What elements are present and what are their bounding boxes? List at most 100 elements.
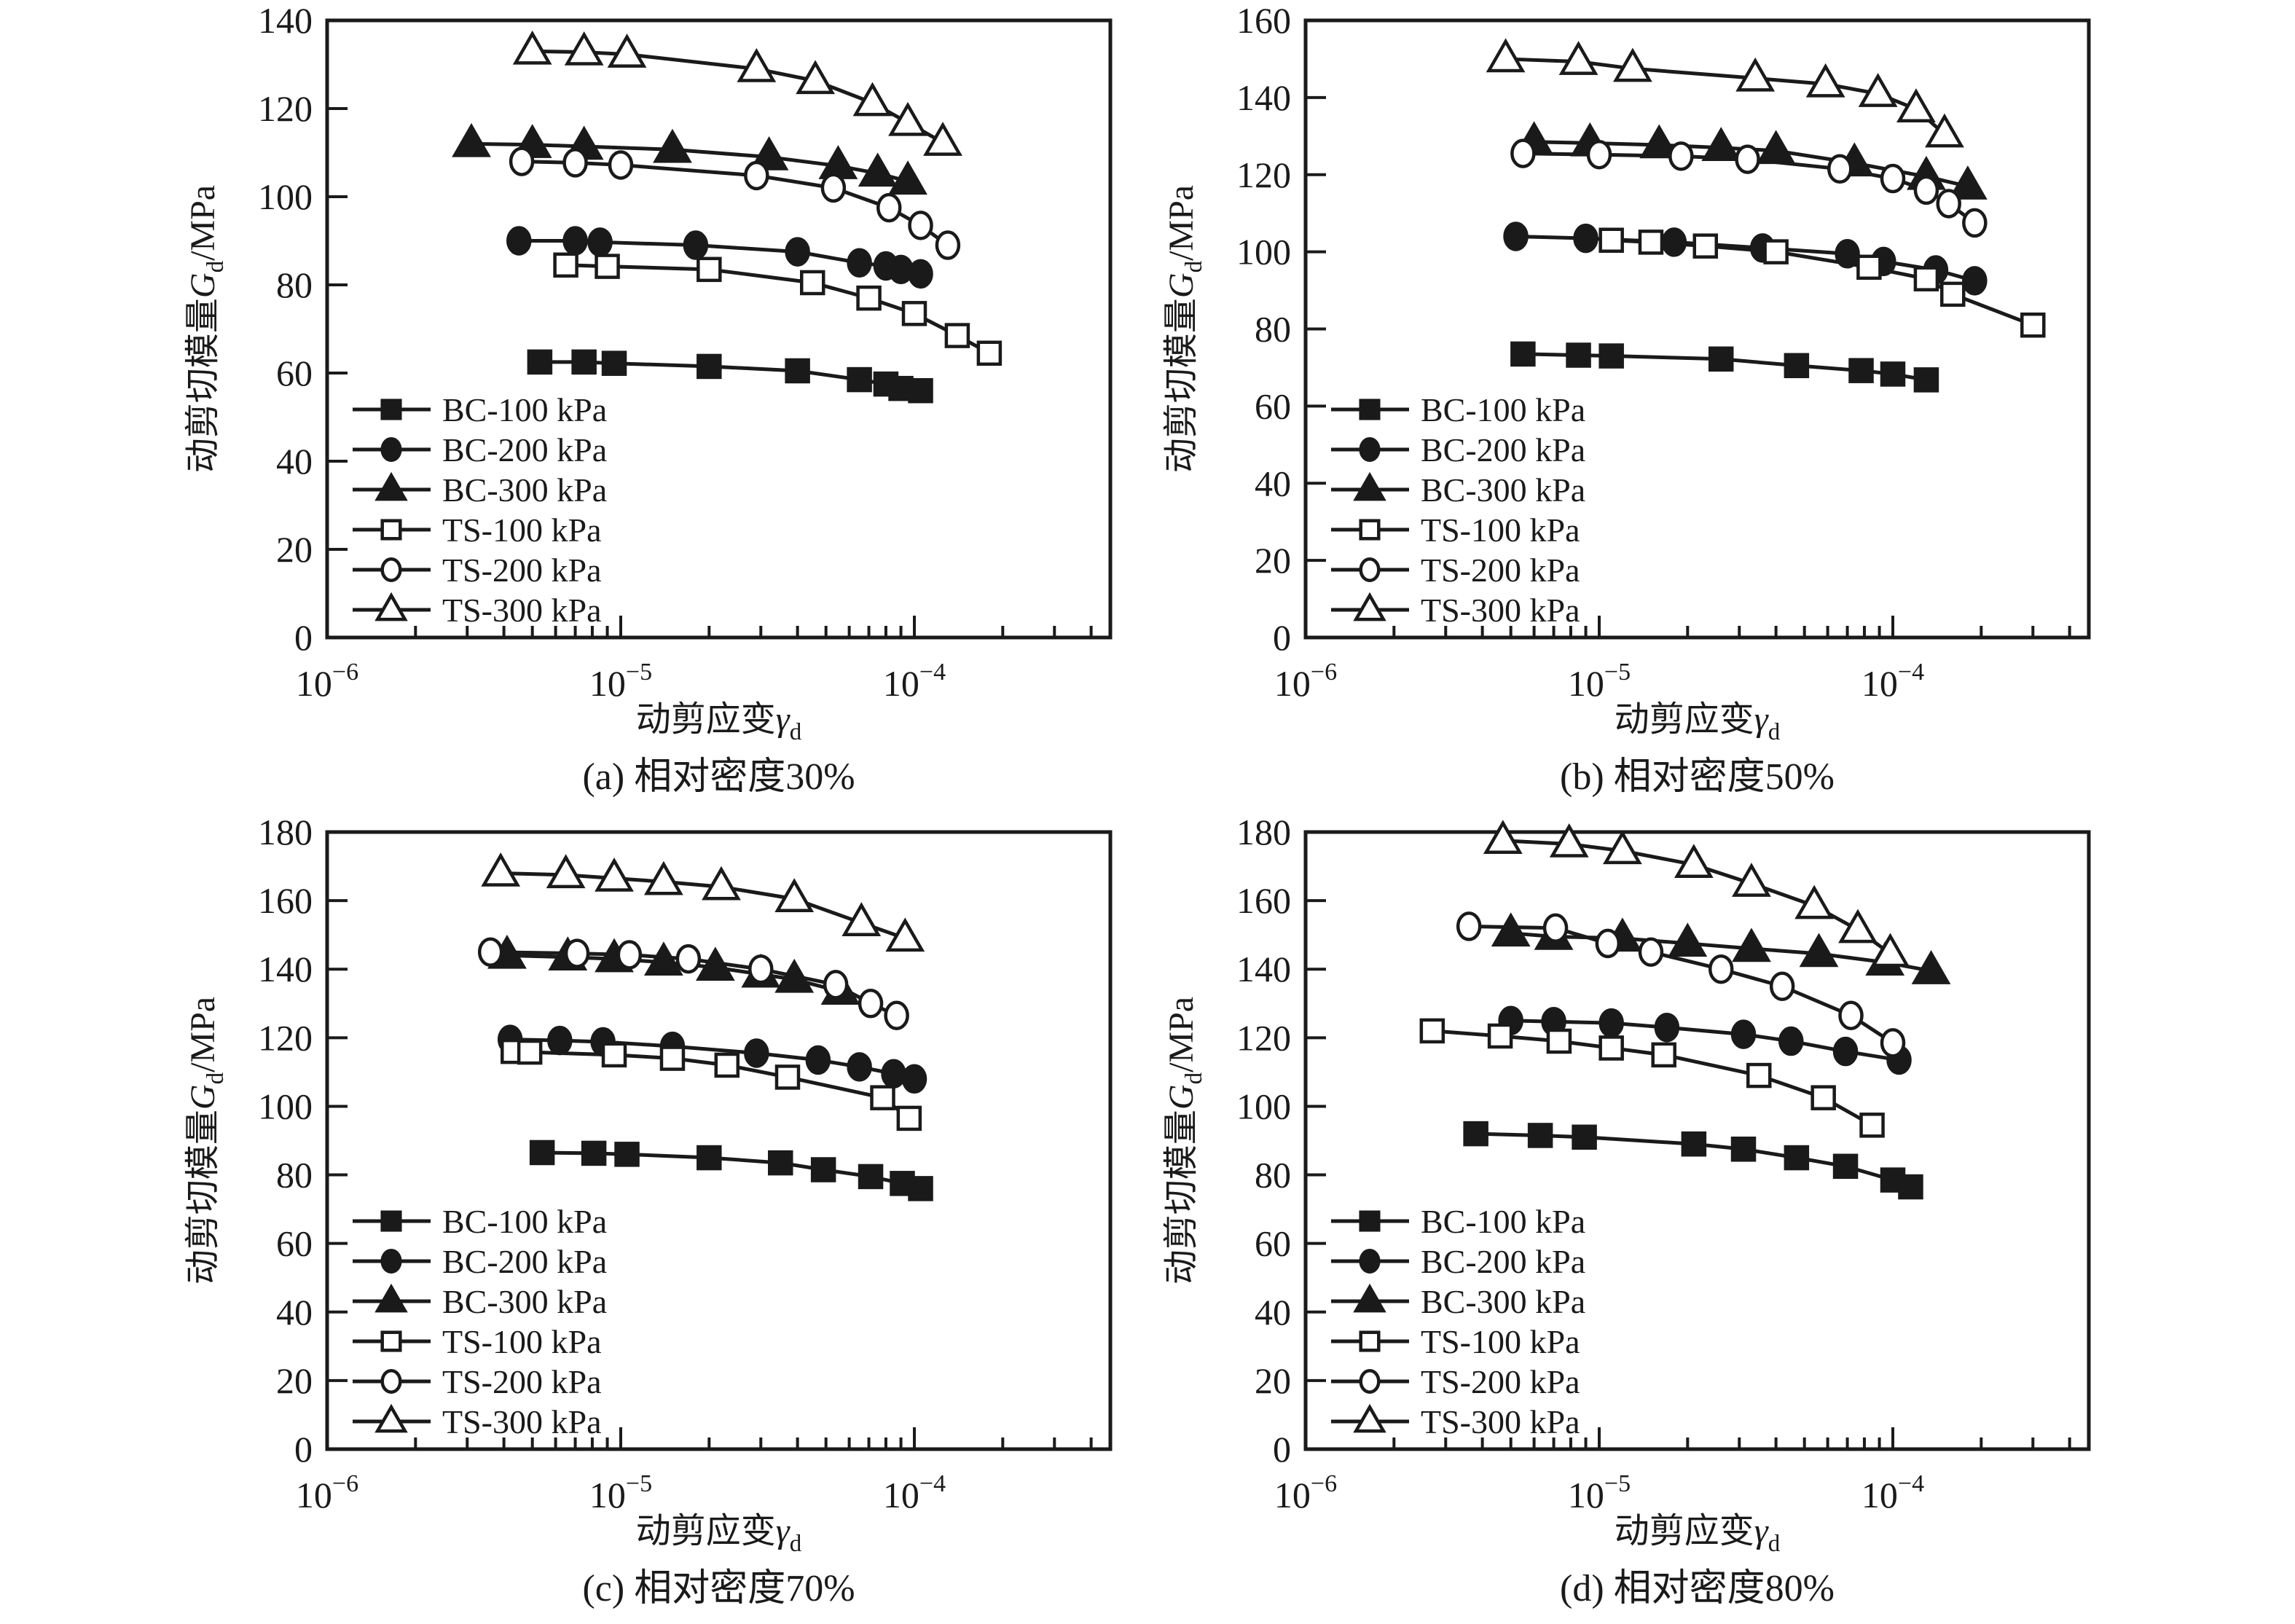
series-BC-100-kPa <box>1463 1121 1923 1200</box>
panel-caption: (b) 相对密度50% <box>1560 756 1835 798</box>
y-tick-label: 60 <box>276 353 313 393</box>
series-TS-300-kPa <box>512 30 962 156</box>
legend-item: BC-300 kPa <box>1331 1283 1585 1320</box>
legend-marker-triangle-filled <box>374 471 408 501</box>
legend-marker-triangle-open <box>374 1403 408 1433</box>
marker-circle-open <box>1668 141 1694 171</box>
panel-c-relative-density-70: 0 20 40 60 80 100 120 140 160 180 10−6 10−5 10−4 动剪应变… <box>0 812 1148 1624</box>
x-axis-title: 动剪应变γd <box>1615 1512 1781 1557</box>
plot-frame <box>325 830 1113 1451</box>
series-BC-100-kPa <box>527 349 933 404</box>
legend-item: TS-300 kPa <box>1331 592 1580 629</box>
marker-triangle-open <box>1896 88 1936 123</box>
legend-marker-circle-filled <box>380 1248 402 1274</box>
chart-a: 0 20 40 60 80 100 120 140 10−6 10−5 10−4 动剪应变γd (a) … <box>184 0 1113 798</box>
series-TS-300-kPa <box>481 852 925 952</box>
legend-item: TS-200 kPa <box>353 552 602 589</box>
marker-square-filled <box>1832 1153 1859 1180</box>
y-axis: 0 20 40 60 80 100 120 140 160 180 <box>1236 812 1326 1470</box>
marker-circle-filled <box>1962 266 1988 296</box>
legend-label: TS-100 kPa <box>442 511 602 549</box>
legend-label: TS-200 kPa <box>1421 552 1580 589</box>
marker-triangle-open <box>546 854 586 889</box>
marker-triangle-open <box>1735 57 1776 92</box>
marker-circle-filled <box>847 1052 872 1082</box>
marker-circle-open <box>562 148 588 178</box>
y-axis: 0 20 40 60 80 100 120 140 <box>258 0 348 658</box>
marker-circle-filled <box>1573 223 1598 254</box>
y-tick-label: 120 <box>1236 154 1291 195</box>
legend-label: TS-200 kPa <box>442 1363 602 1400</box>
marker-circle-open <box>1595 928 1621 959</box>
marker-square-open <box>1598 1035 1624 1061</box>
marker-square-open <box>1692 233 1719 259</box>
marker-square-filled <box>1598 343 1624 369</box>
legend-label: TS-300 kPa <box>1421 1403 1580 1440</box>
marker-triangle-open <box>1794 884 1835 919</box>
panel-caption: (a) 相对密度30% <box>582 756 855 798</box>
y-axis-title: 动剪切模量Gd/MPa <box>1162 997 1207 1284</box>
legend-item: BC-100 kPa <box>353 391 607 428</box>
legend-label: TS-300 kPa <box>1421 592 1580 629</box>
marker-circle-open <box>1735 144 1760 174</box>
y-tick-label: 0 <box>294 617 313 658</box>
marker-circle-filled <box>847 248 872 278</box>
marker-square-open <box>856 285 882 311</box>
marker-square-filled <box>1898 1174 1923 1200</box>
marker-circle-open <box>608 150 634 180</box>
marker-circle-filled <box>547 1025 573 1056</box>
marker-circle-open <box>1708 954 1734 984</box>
marker-square-filled <box>1527 1123 1553 1148</box>
y-tick-label: 40 <box>276 1292 313 1333</box>
legend-marker-circle-filled <box>1359 1248 1381 1274</box>
series-BC-300-kPa <box>487 934 860 1005</box>
marker-square-open <box>944 323 970 348</box>
y-tick-label: 100 <box>1236 232 1291 272</box>
marker-square-filled <box>768 1150 793 1176</box>
marker-circle-open <box>477 937 503 967</box>
marker-square-filled <box>908 1176 933 1201</box>
marker-square-open <box>1651 1042 1676 1068</box>
y-tick-label: 60 <box>1255 385 1291 426</box>
legend-marker-square-filled <box>1359 399 1381 420</box>
marker-circle-filled <box>506 226 532 256</box>
legend-item: TS-200 kPa <box>353 1363 602 1400</box>
y-tick-label: 160 <box>1236 880 1291 921</box>
legend-label: BC-200 kPa <box>442 431 607 468</box>
marker-circle-open <box>1827 154 1853 184</box>
legend-item: BC-300 kPa <box>353 1283 607 1320</box>
legend-label: BC-200 kPa <box>1421 431 1585 468</box>
series-BC-100-kPa <box>1510 341 1939 393</box>
marker-circle-open <box>884 1000 909 1030</box>
marker-square-open <box>976 340 1003 366</box>
series-TS-200-kPa <box>1510 138 1988 238</box>
marker-triangle-open <box>1858 73 1898 107</box>
marker-triangle-filled <box>1668 922 1708 957</box>
y-tick-label: 20 <box>276 529 313 570</box>
marker-triangle-open <box>564 31 604 66</box>
plot-frame <box>1303 830 2091 1451</box>
y-axis-title: 动剪切模量Gd/MPa <box>184 997 229 1284</box>
x-tick-label: 10−5 <box>1568 1470 1631 1515</box>
legend-label: BC-100 kPa <box>1421 1203 1585 1240</box>
marker-square-open <box>799 270 825 296</box>
marker-triangle-open <box>885 917 925 952</box>
y-tick-label: 80 <box>1255 309 1291 350</box>
series-TS-100-kPa <box>553 252 1003 366</box>
marker-circle-open <box>1936 189 1961 219</box>
marker-square-open <box>1598 227 1624 253</box>
marker-circle-filled <box>1835 239 1860 269</box>
marker-square-filled <box>1848 358 1874 383</box>
marker-triangle-open <box>888 101 927 136</box>
y-tick-label: 140 <box>1236 949 1291 989</box>
marker-triangle-open <box>796 60 835 95</box>
marker-triangle-filled <box>1732 927 1771 962</box>
legend-item: TS-200 kPa <box>1331 552 1580 589</box>
marker-circle-open <box>823 970 849 1000</box>
legend-item: BC-200 kPa <box>1331 1243 1585 1280</box>
y-tick-label: 40 <box>1255 1292 1291 1333</box>
series-BC-200-kPa <box>506 226 933 289</box>
plot-frame <box>325 18 1113 640</box>
panel-caption: (c) 相对密度70% <box>582 1568 855 1609</box>
